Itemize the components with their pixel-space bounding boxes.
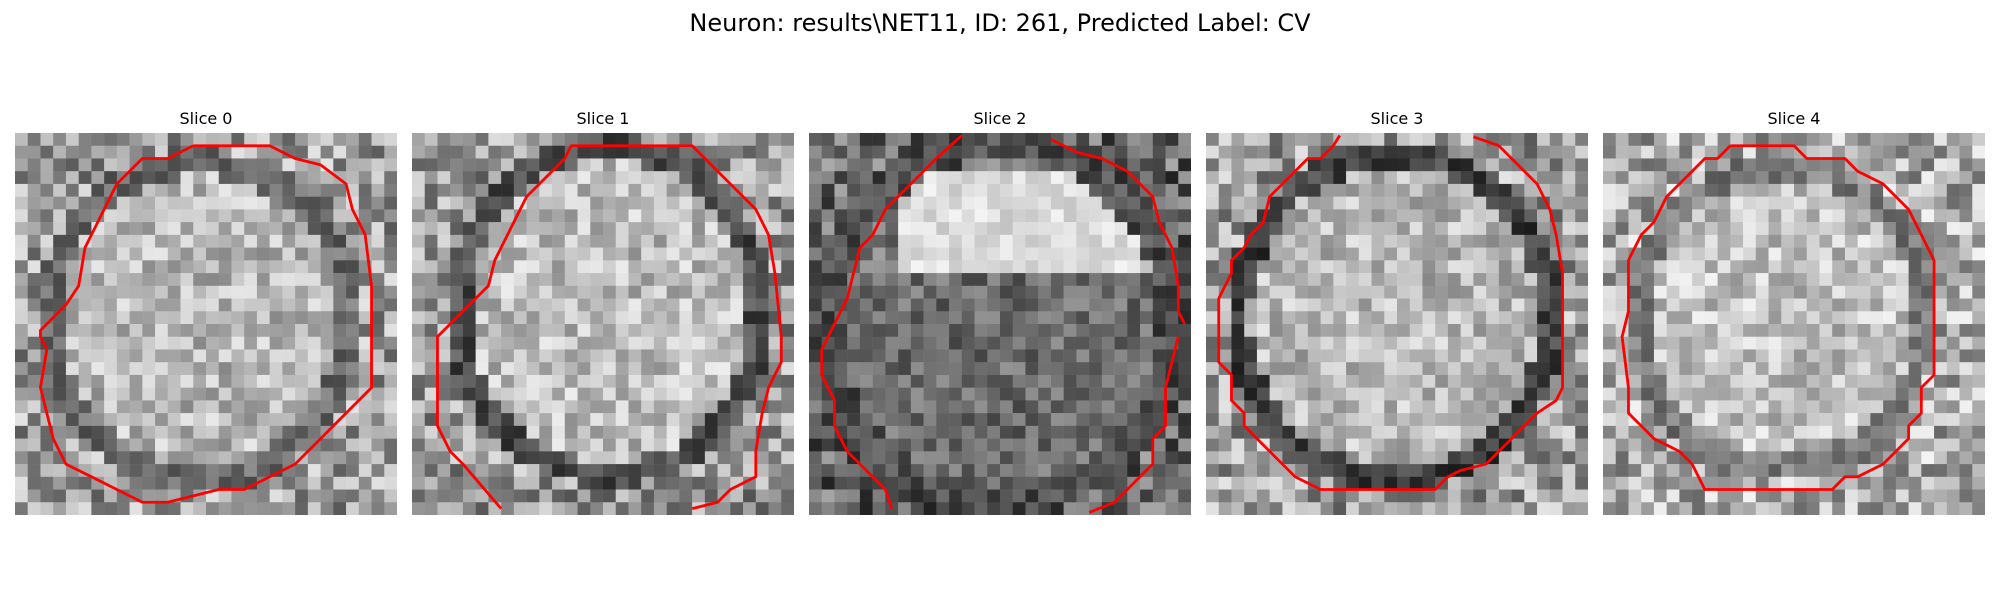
figure-title: Neuron: results\NET11, ID: 261, Predicte… xyxy=(689,9,1311,37)
slice-title-3: Slice 3 xyxy=(1370,109,1424,128)
slice-panel-2: Slice 2 xyxy=(809,108,1191,518)
contour-line-3 xyxy=(1217,134,1564,491)
slice-image-0 xyxy=(15,133,397,515)
slice-panel-3: Slice 3 xyxy=(1206,108,1588,518)
slice-panel-1: Slice 1 xyxy=(412,108,794,518)
contour-line-4 xyxy=(1620,144,1936,491)
slice-panel-4: Slice 4 xyxy=(1603,108,1985,518)
slice-image-4 xyxy=(1603,133,1985,515)
contour-line-1 xyxy=(436,144,783,510)
contour-line-2b xyxy=(1050,138,1186,325)
contour-line-0 xyxy=(39,144,373,504)
slice-title-0: Slice 0 xyxy=(179,109,233,128)
slice-panel-0: Slice 0 xyxy=(15,108,397,518)
slice-title-2: Slice 2 xyxy=(973,109,1027,128)
contour-line-2c xyxy=(1088,336,1180,514)
slice-image-2 xyxy=(809,133,1191,515)
contour-line-2 xyxy=(820,134,963,510)
slice-image-1 xyxy=(412,133,794,515)
slice-title-4: Slice 4 xyxy=(1767,109,1821,128)
slice-image-3 xyxy=(1206,133,1588,515)
slice-title-1: Slice 1 xyxy=(576,109,630,128)
